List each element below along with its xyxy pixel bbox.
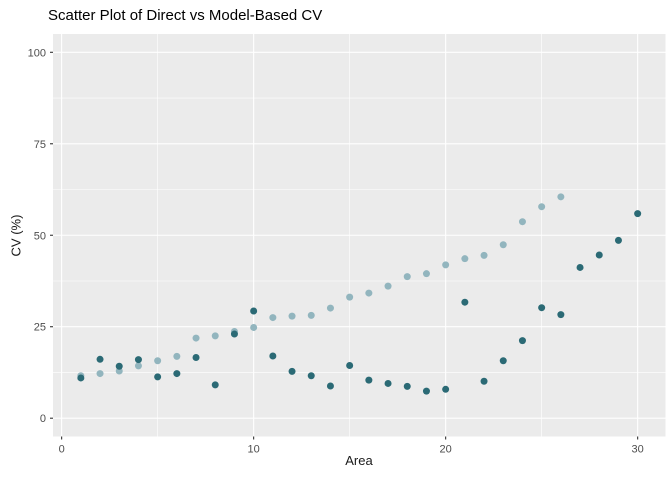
y-tick-label: 0 [40,413,46,425]
scatter-point-dark [442,385,450,393]
scatter-point-dark [614,236,622,244]
scatter-point-dark [499,357,507,365]
scatter-point-light [250,323,258,331]
scatter-point-light [499,241,507,249]
scatter-point-dark [230,330,238,338]
scatter-point-light [269,314,277,322]
scatter-point-light [307,311,315,319]
scatter-point-dark [77,374,85,382]
scatter-point-dark [365,376,373,384]
x-tick-label: 0 [59,444,65,456]
x-tick-label: 30 [632,444,644,456]
scatter-point-light [211,332,219,340]
scatter-point-dark [96,355,104,363]
scatter-point-light [365,289,373,297]
scatter-point-dark [173,370,181,378]
scatter-point-light [346,293,354,301]
scatter-point-light [192,334,200,342]
scatter-point-light [326,304,334,312]
scatter-point-dark [115,362,123,370]
scatter-point-light [480,251,488,259]
scatter-point-dark [154,373,162,381]
scatter-point-dark [461,298,469,306]
scatter-point-dark [192,353,200,361]
scatter-point-light [442,261,450,269]
scatter-point-dark [269,352,277,360]
scatter-point-dark [595,251,603,259]
chart-title: Scatter Plot of Direct vs Model-Based CV [48,7,323,24]
y-axis-title: CV (%) [8,214,24,257]
x-axis-title: Area [345,453,373,468]
scatter-point-dark [557,311,565,319]
y-tick-label: 100 [28,47,46,59]
scatter-point-dark [576,263,584,271]
y-tick-label: 75 [34,139,46,151]
x-tick-label: 20 [440,444,452,456]
scatter-point-dark [422,387,430,395]
scatter-point-light [134,362,142,370]
scatter-point-light [288,312,296,320]
scatter-point-light [538,203,546,211]
scatter-point-dark [634,210,642,218]
scatter-point-light [518,218,526,226]
scatter-point-dark [307,372,315,380]
scatter-point-light [557,193,565,201]
scatter-point-dark [384,379,392,387]
scatter-point-dark [250,307,258,315]
scatter-point-dark [480,377,488,385]
scatter-point-dark [211,381,219,389]
scatter-point-light [384,282,392,290]
scatter-point-dark [403,382,411,390]
scatter-point-light [96,370,104,378]
scatter-point-dark [346,362,354,370]
scatter-point-dark [538,304,546,312]
y-tick-label: 25 [34,322,46,334]
scatter-point-light [173,352,181,360]
scatter-point-dark [288,367,296,375]
scatter-point-light [461,255,469,263]
scatter-point-light [403,273,411,281]
scatter-point-light [154,357,162,365]
scatter-point-dark [518,337,526,345]
y-tick-label: 50 [34,230,46,242]
scatter-point-dark [326,382,334,390]
scatter-point-light [422,270,430,278]
x-tick-label: 10 [248,444,260,456]
scatter-point-dark [134,356,142,364]
